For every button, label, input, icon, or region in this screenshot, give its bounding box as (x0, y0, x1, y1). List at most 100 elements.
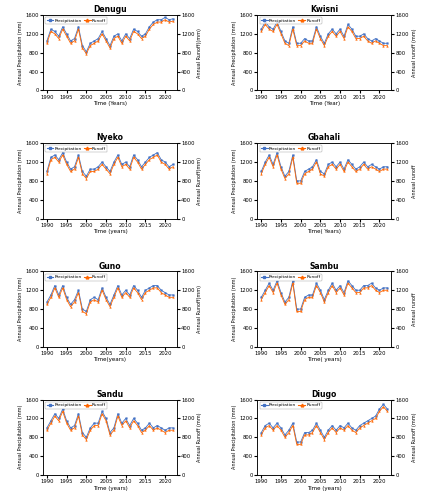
Title: Guno: Guno (98, 262, 121, 270)
Precipitation (131, 26, 136, 32)
Precipitation (119, 420, 124, 426)
Runoff (123, 418, 128, 424)
Runoff (322, 436, 327, 442)
Runoff (274, 422, 280, 428)
Precipitation (92, 420, 97, 426)
Precipitation (345, 156, 350, 162)
Precipitation (306, 38, 311, 44)
Precipitation (170, 16, 175, 22)
Precipitation (349, 162, 354, 168)
Runoff (270, 427, 276, 433)
Precipitation (56, 33, 61, 39)
Runoff (56, 418, 61, 424)
Runoff (111, 427, 117, 433)
Precipitation (298, 40, 303, 46)
Runoff (48, 28, 53, 34)
X-axis label: Time(years): Time(years) (93, 358, 126, 362)
Precipitation (270, 425, 276, 431)
Runoff (104, 38, 109, 44)
Precipitation (99, 285, 104, 291)
Precipitation (298, 306, 303, 312)
Precipitation (294, 306, 299, 312)
Precipitation (56, 292, 61, 298)
Runoff (341, 292, 347, 298)
Precipitation (298, 439, 303, 445)
Precipitation (123, 416, 128, 422)
Precipitation (119, 38, 124, 44)
Runoff (357, 166, 362, 172)
X-axis label: Time (years): Time (years) (307, 486, 342, 490)
Runoff (151, 285, 156, 291)
Runoff (286, 296, 292, 302)
Y-axis label: Annual Runoff (mm): Annual Runoff (mm) (197, 412, 203, 462)
Runoff (290, 422, 295, 428)
Precipitation (298, 178, 303, 184)
Runoff (76, 26, 81, 32)
Runoff (294, 180, 299, 186)
Precipitation (166, 292, 172, 298)
Runoff (365, 285, 370, 291)
Precipitation (56, 416, 61, 422)
Runoff (283, 40, 288, 46)
Runoff (88, 42, 93, 48)
Runoff (369, 164, 374, 170)
Precipitation (111, 425, 117, 431)
Precipitation (139, 427, 144, 433)
X-axis label: Time (years): Time (years) (92, 486, 127, 490)
Runoff (84, 311, 89, 317)
Y-axis label: Annual Precipitation (mm): Annual Precipitation (mm) (18, 277, 22, 342)
Precipitation (111, 292, 117, 298)
Precipitation (322, 40, 327, 46)
Precipitation (159, 16, 164, 22)
Runoff (306, 294, 311, 300)
Runoff (274, 152, 280, 158)
Precipitation (290, 278, 295, 284)
Runoff (170, 427, 175, 433)
Runoff (166, 294, 172, 300)
Runoff (259, 171, 264, 177)
Runoff (123, 290, 128, 296)
Precipitation (290, 152, 295, 158)
Precipitation (127, 36, 132, 42)
Precipitation (64, 418, 69, 424)
Y-axis label: Annual Runoff(mm): Annual Runoff(mm) (197, 157, 203, 205)
Precipitation (263, 19, 268, 25)
Precipitation (131, 282, 136, 288)
Precipitation (294, 40, 299, 46)
Precipitation (131, 152, 136, 158)
Precipitation (270, 26, 276, 32)
Precipitation (151, 19, 156, 25)
Runoff (88, 427, 93, 433)
Precipitation (310, 38, 315, 44)
Y-axis label: Annual runoff (mm): Annual runoff (mm) (412, 28, 417, 77)
Precipitation (88, 425, 93, 431)
Runoff (306, 432, 311, 438)
Runoff (44, 427, 49, 433)
Runoff (119, 40, 124, 46)
Runoff (290, 154, 295, 160)
Precipitation (365, 164, 370, 170)
Runoff (64, 296, 69, 302)
Runoff (330, 282, 335, 288)
Precipitation (349, 425, 354, 431)
Runoff (365, 420, 370, 426)
Line: Runoff: Runoff (46, 19, 174, 55)
Runoff (369, 418, 374, 424)
Runoff (131, 28, 136, 34)
Precipitation (170, 292, 175, 298)
Runoff (290, 26, 295, 32)
Precipitation (283, 38, 288, 44)
Runoff (302, 38, 307, 44)
Runoff (345, 280, 350, 286)
Runoff (155, 152, 160, 158)
Precipitation (48, 292, 53, 298)
Precipitation (163, 14, 168, 20)
Runoff (80, 432, 85, 438)
Precipitation (166, 16, 172, 22)
Runoff (88, 168, 93, 174)
Precipitation (68, 302, 73, 308)
Precipitation (139, 33, 144, 39)
Runoff (92, 168, 97, 174)
Precipitation (163, 159, 168, 165)
Runoff (341, 36, 347, 42)
